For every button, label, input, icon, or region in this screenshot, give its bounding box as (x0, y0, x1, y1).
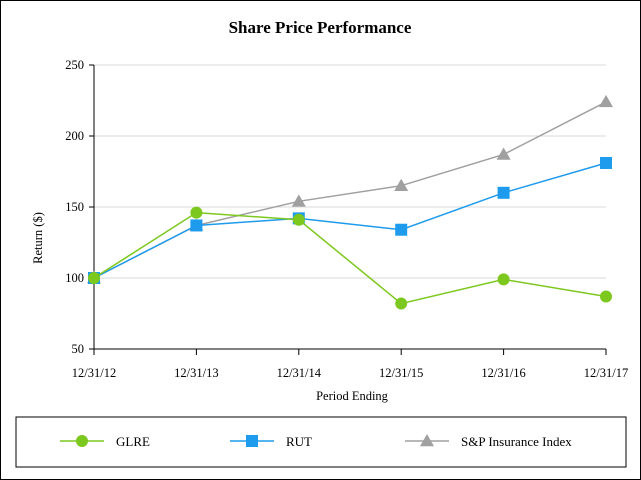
series-line-rut (93, 162, 607, 279)
legend-label: GLRE (116, 434, 150, 449)
data-point-glre (395, 297, 408, 310)
y-tick-label: 200 (65, 129, 84, 143)
x-tick-label: 12/31/16 (481, 366, 525, 380)
series-glre (88, 206, 612, 310)
series-lines (87, 94, 613, 310)
legend-item-rut: RUT (230, 434, 312, 449)
data-point-s-p-insurance-index (291, 194, 306, 207)
gridlines (94, 64, 606, 279)
data-point-glre (190, 206, 203, 219)
y-axis-label: Return ($) (31, 212, 45, 264)
data-point-rut (600, 156, 612, 169)
y-tick-label: 50 (72, 342, 85, 356)
series-s-p-insurance-index (87, 94, 613, 284)
tick-labels: 50 100 150 200 250 12/31/12 12/31/13 12/31/14 12… (65, 58, 628, 380)
data-point-glre (600, 290, 612, 303)
legend-box (15, 416, 627, 468)
x-tick-label: 12/31/15 (379, 366, 423, 380)
data-point-s-p-insurance-index (496, 147, 511, 160)
data-point-s-p-insurance-index (394, 178, 409, 191)
x-tick-label: 12/31/17 (584, 366, 628, 380)
y-tick-label: 100 (65, 271, 84, 285)
legend-marker (76, 435, 88, 447)
legend: GLRE RUT S&P Insurance Index (60, 434, 572, 449)
data-point-rut (395, 223, 408, 236)
series-rut (88, 156, 612, 284)
legend-label: RUT (286, 434, 312, 449)
data-point-glre (88, 272, 100, 284)
x-tick-label: 12/31/14 (277, 366, 322, 380)
legend-label: S&P Insurance Index (461, 434, 572, 449)
data-point-s-p-insurance-index (599, 94, 613, 108)
data-point-rut (497, 186, 510, 199)
series-line-glre (93, 211, 607, 305)
legend-marker (246, 435, 258, 447)
y-tick-label: 150 (65, 200, 84, 214)
x-axis-label: Period Ending (316, 389, 389, 403)
x-tick-label: 12/31/12 (72, 366, 116, 380)
data-point-rut (190, 219, 203, 232)
data-point-glre (497, 273, 510, 286)
data-point-glre (292, 213, 305, 226)
legend-item-s-p-insurance-index: S&P Insurance Index (405, 434, 572, 449)
legend-item-glre: GLRE (60, 434, 150, 449)
axes (89, 64, 607, 355)
chart-title: Share Price Performance (229, 18, 412, 37)
legend-marker (420, 434, 434, 447)
x-tick-label: 12/31/13 (174, 366, 218, 380)
series-line-s-p-insurance-index (93, 101, 607, 279)
y-tick-label: 250 (65, 58, 84, 72)
